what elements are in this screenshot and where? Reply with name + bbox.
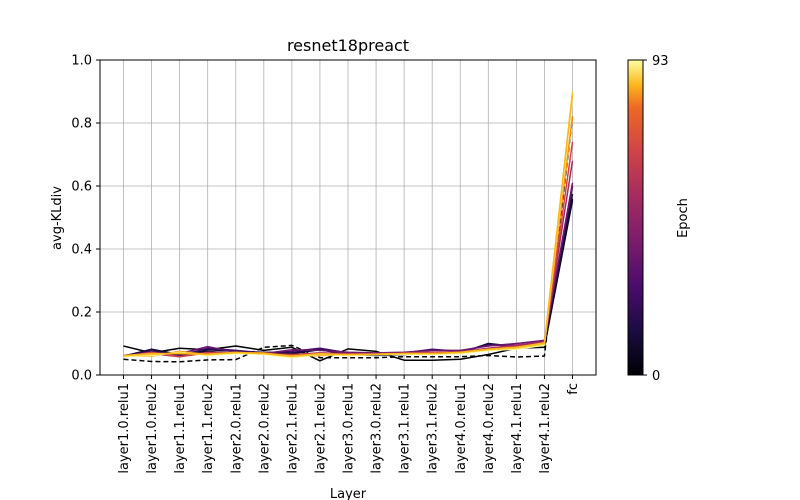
y-tick-label: 0.2 <box>71 306 92 321</box>
x-tick-label: layer4.1.relu1 <box>510 383 525 474</box>
x-tick-label: layer1.1.relu1 <box>173 383 188 474</box>
x-tick-label: layer4.0.relu2 <box>482 383 497 474</box>
x-tick-label: layer2.1.relu1 <box>285 383 300 474</box>
y-tick-label: 0.6 <box>71 180 92 195</box>
x-tick-label: layer1.0.relu2 <box>145 383 160 474</box>
x-tick-label: fc <box>566 383 581 395</box>
chart-title: resnet18preact <box>287 36 409 55</box>
series-lines <box>123 91 574 363</box>
x-axis-label: Layer <box>330 487 367 500</box>
x-tick-label: layer1.1.relu2 <box>201 383 216 474</box>
y-axis-label: avg-KLdiv <box>50 186 65 250</box>
x-axis: layer1.0.relu1 layer1.0.relu2 layer1.1.rel… <box>117 375 581 474</box>
series-line-epoch-80 <box>123 94 574 357</box>
y-axis: 0.0 0.2 0.4 0.6 0.8 1.0 <box>71 54 100 384</box>
colorbar: 93 0 Epoch <box>627 54 691 384</box>
series-line-epoch-0 <box>123 116 574 363</box>
x-tick-label: layer2.0.relu1 <box>229 383 244 474</box>
y-tick-label: 0.4 <box>71 243 92 258</box>
x-tick-label: layer3.0.relu1 <box>342 383 357 474</box>
x-tick-label: layer3.1.relu2 <box>426 383 441 474</box>
colorbar-label: Epoch <box>676 198 691 238</box>
x-tick-label: layer2.0.relu2 <box>257 383 272 474</box>
x-tick-label: layer4.0.relu1 <box>454 383 469 474</box>
y-tick-label: 0.0 <box>71 369 92 384</box>
colorbar-min-label: 0 <box>652 369 660 384</box>
x-tick-label: layer2.1.relu2 <box>313 383 328 474</box>
y-tick-label: 1.0 <box>71 54 92 69</box>
colorbar-max-label: 93 <box>652 54 669 69</box>
grid <box>100 59 596 376</box>
series-line-epoch-30 <box>123 182 574 357</box>
x-tick-label: layer3.0.relu2 <box>370 383 385 474</box>
x-tick-label: layer3.1.relu1 <box>398 383 413 474</box>
y-tick-label: 0.8 <box>71 117 92 132</box>
colorbar-gradient <box>627 59 644 376</box>
x-tick-label: layer4.1.relu2 <box>538 383 553 474</box>
x-tick-label: layer1.0.relu1 <box>117 383 132 474</box>
